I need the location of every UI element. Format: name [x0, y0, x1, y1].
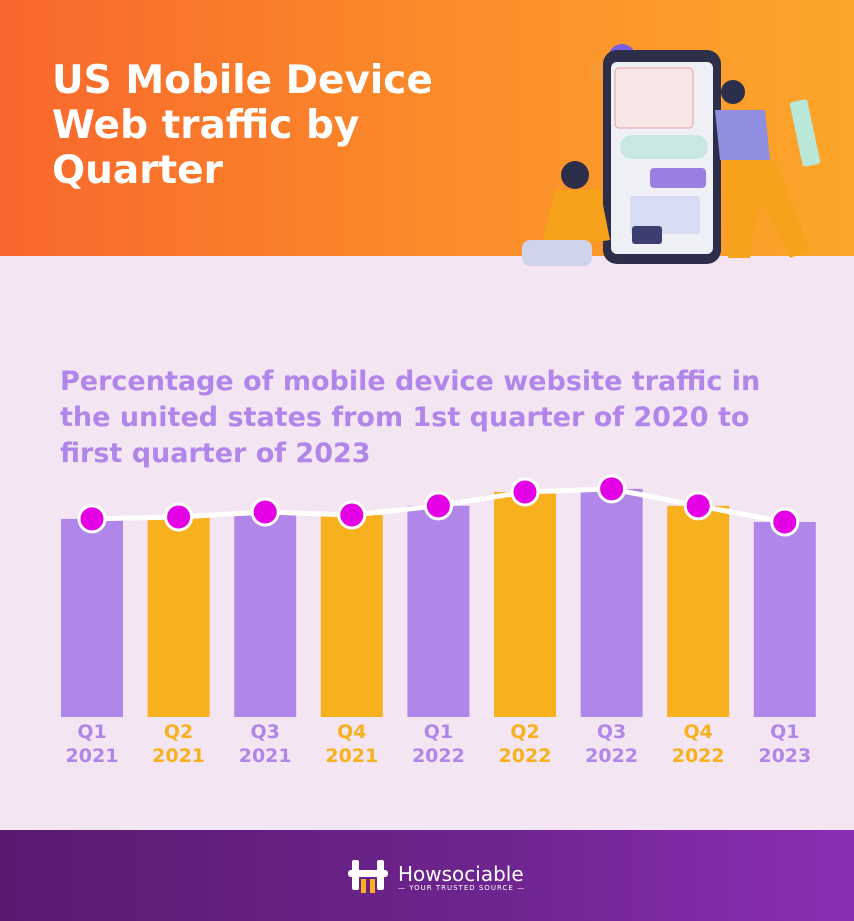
bar [753, 521, 816, 717]
x-tick-label: Q1 2021 [65, 721, 119, 767]
brand-tagline: — YOUR TRUSTED SOURCE — [398, 884, 525, 892]
brand-name: Howsociable [398, 862, 524, 886]
bar [61, 518, 123, 717]
bar [494, 491, 556, 717]
marker [337, 500, 367, 530]
x-tick-label: Q1 2023 [758, 721, 812, 767]
marker [770, 507, 800, 537]
chart-title: US Mobile Device Web traffic by Quarter [52, 58, 433, 193]
x-tick-label: Q2 2022 [498, 721, 552, 767]
marker [77, 504, 107, 534]
chart-subtitle: Percentage of mobile device website traf… [60, 366, 761, 469]
x-tick-label: Q3 2022 [585, 721, 639, 767]
x-tick-label: Q3 2021 [238, 721, 292, 767]
marker [164, 502, 194, 532]
bar [407, 505, 470, 717]
x-tick-label: Q4 2022 [671, 721, 725, 767]
marker [683, 491, 713, 521]
marker [597, 474, 627, 504]
bar [580, 488, 643, 717]
footer [0, 830, 854, 921]
bar [667, 505, 730, 717]
marker [250, 497, 280, 527]
bar [320, 515, 383, 717]
marker [423, 491, 453, 521]
bar [234, 511, 297, 717]
x-tick-label: Q2 2021 [152, 721, 206, 767]
bar [147, 516, 210, 717]
x-tick-label: Q1 2022 [411, 721, 465, 767]
x-tick-label: Q4 2021 [325, 721, 379, 767]
marker [510, 477, 540, 507]
